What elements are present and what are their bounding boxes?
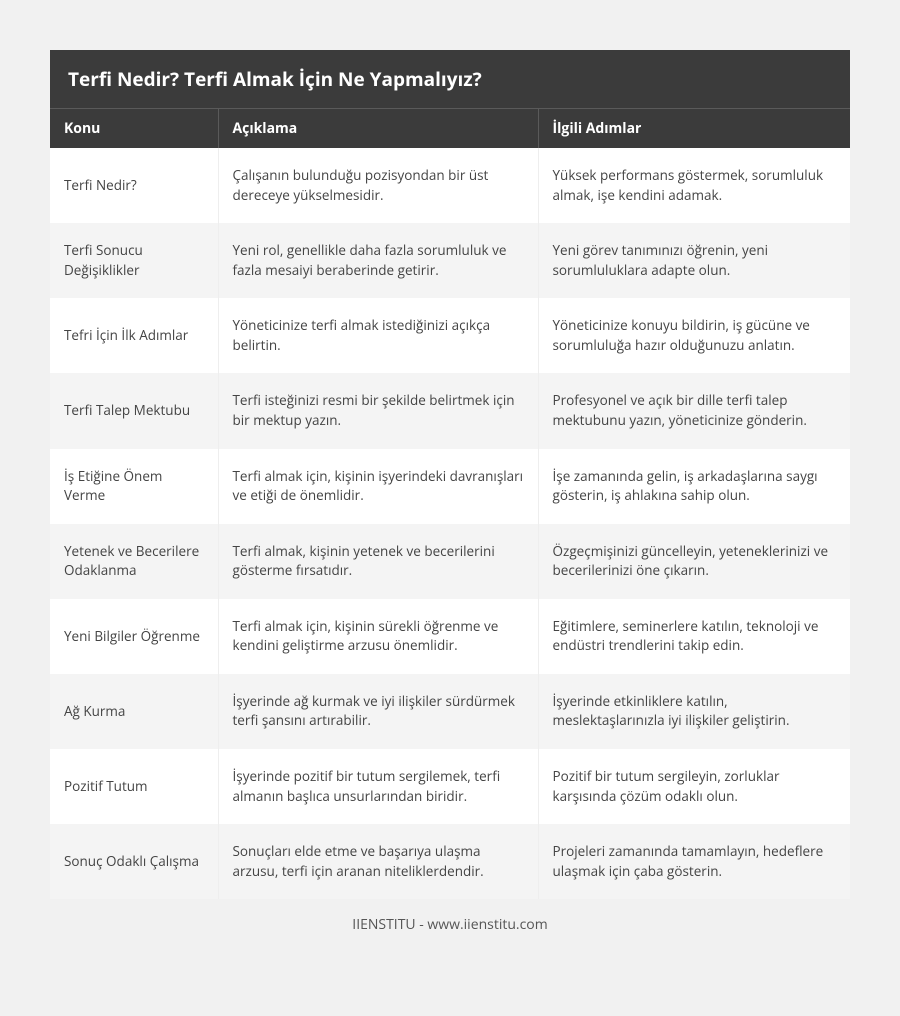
table-cell: Sonuçları elde etme ve başarıya ulaşma a… <box>218 824 538 899</box>
table-cell: Ağ Kurma <box>50 674 218 749</box>
footer-text: IIENSTITU - www.iienstitu.com <box>50 899 850 934</box>
table-row: Ağ Kurma İşyerinde ağ kurmak ve iyi iliş… <box>50 674 850 749</box>
table-cell: Terfi Nedir? <box>50 148 218 223</box>
table-cell: Yeni Bilgiler Öğrenme <box>50 599 218 674</box>
table-cell: Profesyonel ve açık bir dille terfi tale… <box>538 373 850 448</box>
table-row: Tefri İçin İlk Adımlar Yöneticinize terf… <box>50 298 850 373</box>
table-cell: Çalışanın bulunduğu pozisyondan bir üst … <box>218 148 538 223</box>
table-title: Terfi Nedir? Terfi Almak İçin Ne Yapmalı… <box>50 50 850 109</box>
table-cell: Yeni görev tanımınızı öğrenin, yeni soru… <box>538 223 850 298</box>
table-cell: İşyerinde pozitif bir tutum sergilemek, … <box>218 749 538 824</box>
table-cell: Tefri İçin İlk Adımlar <box>50 298 218 373</box>
table-cell: İşe zamanında gelin, iş arkadaşlarına sa… <box>538 449 850 524</box>
table-cell: Terfi almak için, kişinin sürekli öğrenm… <box>218 599 538 674</box>
table-cell: İş Etiğine Önem Verme <box>50 449 218 524</box>
table-cell: Eğitimlere, seminerlere katılın, teknolo… <box>538 599 850 674</box>
table-cell: Projeleri zamanında tamamlayın, hedefler… <box>538 824 850 899</box>
info-table: Terfi Nedir? Terfi Almak İçin Ne Yapmalı… <box>50 50 850 899</box>
table-cell: Yöneticinize konuyu bildirin, iş gücüne … <box>538 298 850 373</box>
table-cell: Özgeçmişinizi güncelleyin, yeteneklerini… <box>538 524 850 599</box>
table-cell: Yeni rol, genellikle daha fazla sorumlul… <box>218 223 538 298</box>
table-cell: Terfi Sonucu Değişiklikler <box>50 223 218 298</box>
table-row: Yetenek ve Becerilere Odaklanma Terfi al… <box>50 524 850 599</box>
table-cell: Pozitif bir tutum sergileyin, zorluklar … <box>538 749 850 824</box>
table-row: İş Etiğine Önem Verme Terfi almak için, … <box>50 449 850 524</box>
table-cell: Terfi almak için, kişinin işyerindeki da… <box>218 449 538 524</box>
table-header-cell: Konu <box>50 109 218 149</box>
table-cell: İşyerinde ağ kurmak ve iyi ilişkiler sür… <box>218 674 538 749</box>
table-cell: Sonuç Odaklı Çalışma <box>50 824 218 899</box>
table-cell: Terfi isteğinizi resmi bir şekilde belir… <box>218 373 538 448</box>
table-row: Sonuç Odaklı Çalışma Sonuçları elde etme… <box>50 824 850 899</box>
table-row: Terfi Nedir? Çalışanın bulunduğu pozisyo… <box>50 148 850 223</box>
table-row: Pozitif Tutum İşyerinde pozitif bir tutu… <box>50 749 850 824</box>
table-title-row: Terfi Nedir? Terfi Almak İçin Ne Yapmalı… <box>50 50 850 109</box>
table-row: Yeni Bilgiler Öğrenme Terfi almak için, … <box>50 599 850 674</box>
table-cell: Yetenek ve Becerilere Odaklanma <box>50 524 218 599</box>
table-header-cell: Açıklama <box>218 109 538 149</box>
table-header-row: Konu Açıklama İlgili Adımlar <box>50 109 850 149</box>
table-cell: Terfi almak, kişinin yetenek ve becerile… <box>218 524 538 599</box>
table-row: Terfi Sonucu Değişiklikler Yeni rol, gen… <box>50 223 850 298</box>
table-row: Terfi Talep Mektubu Terfi isteğinizi res… <box>50 373 850 448</box>
table-cell: İşyerinde etkinliklere katılın, meslekta… <box>538 674 850 749</box>
table-header-cell: İlgili Adımlar <box>538 109 850 149</box>
table-cell: Terfi Talep Mektubu <box>50 373 218 448</box>
table-cell: Yöneticinize terfi almak istediğinizi aç… <box>218 298 538 373</box>
table-cell: Pozitif Tutum <box>50 749 218 824</box>
table-cell: Yüksek performans göstermek, sorumluluk … <box>538 148 850 223</box>
table-body: Terfi Nedir? Çalışanın bulunduğu pozisyo… <box>50 148 850 899</box>
